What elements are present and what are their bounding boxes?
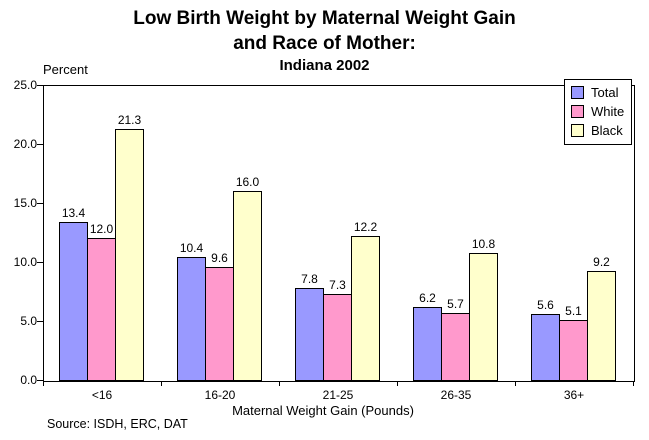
- chart-title: Low Birth Weight by Maternal Weight Gain…: [0, 6, 649, 56]
- bar-value-label: 6.2: [419, 291, 436, 305]
- y-tick-label: 15.0: [13, 196, 37, 210]
- bar-value-label: 16.0: [235, 175, 260, 189]
- y-tick-label: 5.0: [20, 314, 37, 328]
- chart-subtitle: Indiana 2002: [279, 57, 370, 74]
- bar-black-21-25: [351, 236, 380, 381]
- legend-label: Black: [591, 123, 623, 138]
- legend-label: White: [591, 104, 625, 119]
- y-axis-tick: [37, 144, 43, 145]
- chart-title-line-1: Low Birth Weight by Maternal Weight Gain: [133, 8, 516, 29]
- bar-value-label: 21.3: [117, 113, 142, 127]
- y-tick-label: 0.0: [20, 373, 37, 387]
- x-tick-label: 36+: [563, 388, 585, 402]
- y-axis-tick: [37, 85, 43, 86]
- y-tick-label: 20.0: [13, 137, 37, 151]
- x-tick-label: 26-35: [440, 388, 472, 402]
- bar-value-label: 9.6: [211, 251, 228, 265]
- x-tick-label: 21-25: [322, 388, 354, 402]
- bar-black-16-20: [233, 191, 262, 381]
- bar-total-36+: [531, 314, 560, 381]
- bar-value-label: 5.1: [565, 304, 582, 318]
- y-axis-tick: [37, 203, 43, 204]
- bar-value-label: 12.2: [353, 220, 378, 234]
- bar-black-26-35: [469, 253, 498, 381]
- x-axis-tick: [161, 381, 162, 386]
- x-axis-tick: [633, 381, 634, 386]
- legend-swatch-total: [571, 86, 584, 99]
- legend-item-total: Total: [571, 83, 624, 102]
- chart-title-line-2: and Race of Mother:: [233, 33, 416, 54]
- bar-white-26-35: [441, 313, 470, 381]
- bar-value-label: 5.7: [447, 297, 464, 311]
- bar-white-21-25: [323, 294, 352, 381]
- y-axis-tick: [37, 321, 43, 322]
- plot-area: 13.4 10.4 7.8 6.2 5.6 12.0 9.6 7.3 5.7 5.1 21.3 16.…: [43, 85, 635, 382]
- bar-value-label: 7.3: [329, 278, 346, 292]
- y-axis-tick: [37, 380, 43, 381]
- bar-white-<16: [87, 238, 116, 381]
- bar-value-label: 13.4: [61, 206, 86, 220]
- bar-black-<16: [115, 129, 144, 381]
- legend-item-white: White: [571, 102, 624, 121]
- x-axis-tick: [43, 381, 44, 386]
- y-tick-label: 10.0: [13, 255, 37, 269]
- bar-value-label: 10.8: [471, 237, 496, 251]
- bar-total-26-35: [413, 307, 442, 381]
- x-axis-tick: [279, 381, 280, 386]
- bar-total-21-25: [295, 288, 324, 381]
- bar-value-label: 9.2: [593, 255, 610, 269]
- bar-total-<16: [59, 222, 88, 381]
- bar-value-label: 7.8: [301, 272, 318, 286]
- x-tick-label: 16-20: [204, 388, 236, 402]
- x-tick-label: <16: [91, 388, 113, 402]
- bar-black-36+: [587, 271, 616, 381]
- x-axis-title: Maternal Weight Gain (Pounds): [232, 403, 414, 418]
- legend-swatch-white: [571, 105, 584, 118]
- bar-white-16-20: [205, 267, 234, 381]
- bar-value-label: 12.0: [89, 222, 114, 236]
- bar-value-label: 10.4: [179, 241, 204, 255]
- y-axis-tick: [37, 262, 43, 263]
- legend-label: Total: [591, 85, 619, 100]
- source-note: Source: ISDH, ERC, DAT: [47, 417, 188, 431]
- bar-value-label: 5.6: [537, 298, 554, 312]
- legend-swatch-black: [571, 124, 584, 137]
- bar-white-36+: [559, 320, 588, 381]
- x-axis-tick: [515, 381, 516, 386]
- bar-total-16-20: [177, 257, 206, 381]
- x-axis-tick: [397, 381, 398, 386]
- legend-item-black: Black: [571, 121, 624, 140]
- y-tick-label: 25.0: [13, 78, 37, 92]
- y-axis-unit-label: Percent: [43, 62, 88, 77]
- legend: Total White Black: [564, 79, 633, 145]
